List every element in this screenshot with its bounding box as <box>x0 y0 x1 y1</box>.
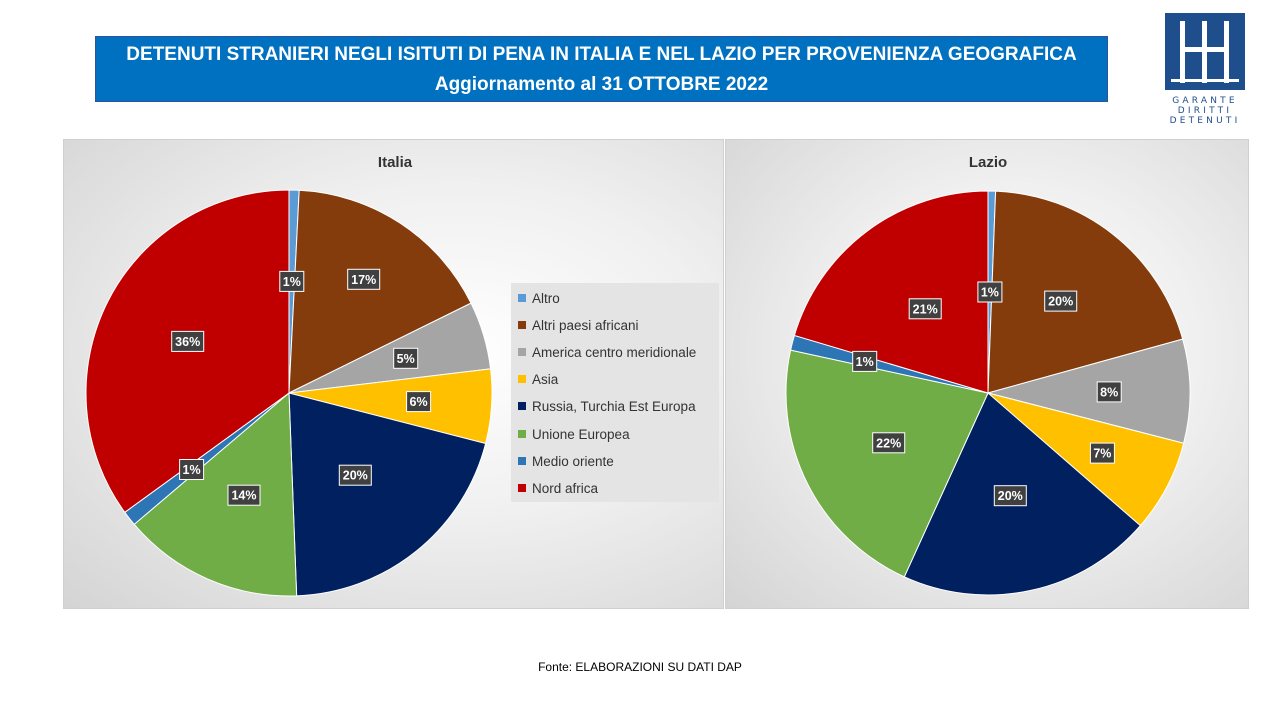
data-label-asia: 7% <box>1089 442 1115 464</box>
data-label-box <box>1089 442 1115 464</box>
legend-swatch <box>518 430 526 438</box>
legend-item-america-centro-meridionale: America centro meridionale <box>518 343 696 361</box>
data-label-text: 36% <box>175 335 200 349</box>
legend-label: Asia <box>532 371 559 387</box>
source-note: Fonte: ELABORAZIONI SU DATI DAP <box>538 660 742 674</box>
data-label-box <box>908 298 942 320</box>
legend-item-altri-paesi-africani: Altri paesi africani <box>518 316 639 334</box>
pie-slice-america-centro-meridionale <box>986 338 1191 444</box>
data-label-nord-africa: 36% <box>171 330 205 352</box>
data-label-nord-africa: 21% <box>908 298 942 320</box>
legend-label: America centro meridionale <box>532 344 697 360</box>
legend-label: Unione Europea <box>532 426 630 442</box>
data-label-text: 1% <box>183 463 201 477</box>
legend-swatch <box>518 484 526 492</box>
pie-chart-italia: Italia 1% 17% 5% 6% 20% 14% 1% 36% <box>85 154 493 597</box>
data-label-medio-oriente: 1% <box>852 350 878 372</box>
data-label-medio-oriente: 1% <box>179 459 205 480</box>
pie-slice-russia-turchia-est-europa <box>288 392 487 597</box>
data-label-text: 22% <box>876 436 901 450</box>
legend-label: Russia, Turchia Est Europa <box>532 398 696 414</box>
legend-item-asia: Asia <box>518 370 558 388</box>
data-label-text: 6% <box>410 395 428 409</box>
data-label-box <box>279 270 305 292</box>
garante-logo-mark-icon <box>1165 13 1245 90</box>
legend-swatch <box>518 375 526 383</box>
data-label-altro: 1% <box>279 270 305 292</box>
data-label-text: 8% <box>1100 385 1118 399</box>
title-banner: DETENUTI STRANIERI NEGLI ISITUTI DI PENA… <box>95 36 1108 102</box>
data-label-box <box>872 432 906 454</box>
legend-item-nord-africa: Nord africa <box>518 479 598 497</box>
legend-item-medio-oriente: Medio oriente <box>518 452 614 470</box>
data-label-text: 21% <box>913 302 938 316</box>
data-label-box <box>171 330 205 352</box>
legend-label: Altri paesi africani <box>532 317 639 333</box>
legend-label: Altro <box>532 290 560 306</box>
legend-item-altro: Altro <box>518 289 560 307</box>
data-label-america-centro-meridionale: 5% <box>393 347 419 369</box>
logo-text-diritti: DIRITTI <box>1177 106 1233 116</box>
data-label-box <box>347 268 381 290</box>
pie-slice-altri-paesi-africani <box>987 190 1184 394</box>
data-label-box <box>993 485 1027 507</box>
chart-legend: Altro Altri paesi africani America centr… <box>511 283 719 502</box>
data-label-unione-europea: 22% <box>872 432 906 454</box>
data-label-altro: 1% <box>977 281 1003 303</box>
data-label-unione-europea: 14% <box>227 484 261 506</box>
data-label-text: 1% <box>981 286 999 300</box>
pie-slices-italia <box>85 189 493 597</box>
legend-swatch <box>518 457 526 465</box>
data-label-box <box>1044 290 1078 312</box>
data-label-box <box>852 350 878 372</box>
data-label-text: 5% <box>397 352 415 366</box>
chart-panel-lazio: Lazio 1% 20% 8% 7% 20% 22% 1% 21% <box>725 139 1249 609</box>
chart-title-lazio: Lazio <box>969 154 1007 171</box>
title-line-1: DETENUTI STRANIERI NEGLI ISITUTI DI PENA… <box>126 44 1077 65</box>
chart-panel-italia: Italia 1% 17% 5% 6% 20% 14% 1% 36% Altro Altri p… <box>63 139 724 609</box>
data-label-box <box>406 391 432 413</box>
pie-slice-nord-africa <box>793 190 989 394</box>
title-line-2: Aggiornamento al 31 OTTOBRE 2022 <box>434 74 769 95</box>
pie-labels-italia: 1% 17% 5% 6% 20% 14% 1% 36% <box>171 268 432 506</box>
legend-swatch <box>518 321 526 329</box>
legend-label: Medio oriente <box>532 453 614 469</box>
data-label-text: 14% <box>231 489 256 503</box>
legend-swatch <box>518 348 526 356</box>
pie-chart-lazio: Lazio 1% 20% 8% 7% 20% 22% 1% 21% <box>785 154 1191 596</box>
legend-swatch <box>518 294 526 302</box>
pie-labels-lazio: 1% 20% 8% 7% 20% 22% 1% 21% <box>852 281 1122 507</box>
data-label-box <box>338 464 372 486</box>
data-label-text: 20% <box>343 469 368 483</box>
data-label-box <box>977 281 1003 303</box>
pie-slice-unione-europea <box>785 349 989 578</box>
data-label-box <box>227 484 261 506</box>
data-label-box <box>1096 381 1122 403</box>
pie-slice-unione-europea <box>133 391 298 597</box>
data-label-asia: 6% <box>406 391 432 413</box>
data-label-altri-paesi-africani: 17% <box>347 268 381 290</box>
data-label-box <box>179 459 205 480</box>
legend-item-russia-turchia-est-europa: Russia, Turchia Est Europa <box>518 397 696 415</box>
data-label-text: 20% <box>1048 295 1073 309</box>
legend-item-unione-europea: Unione Europea <box>518 425 630 443</box>
data-label-text: 17% <box>351 273 376 287</box>
data-label-text: 7% <box>1093 447 1111 461</box>
legend-label: Nord africa <box>532 480 599 496</box>
logo-text-garante: GARANTE <box>1172 96 1238 106</box>
data-label-altri-paesi-africani: 20% <box>1044 290 1078 312</box>
data-label-text: 1% <box>856 355 874 369</box>
data-label-text: 20% <box>998 489 1023 503</box>
legend-swatch <box>518 402 526 410</box>
data-label-text: 1% <box>283 275 301 289</box>
pie-slice-altri-paesi-africani <box>288 189 472 394</box>
data-label-america-centro-meridionale: 8% <box>1096 381 1122 403</box>
logo-text-detenuti: DETENUTI <box>1169 116 1241 126</box>
data-label-box <box>393 347 419 369</box>
data-label-russia-turchia-est-europa: 20% <box>993 485 1027 507</box>
pie-slices-lazio <box>785 190 1191 596</box>
chart-title-italia: Italia <box>378 154 413 171</box>
garante-logo: GARANTE DIRITTI DETENUTI <box>1163 13 1247 128</box>
data-label-russia-turchia-est-europa: 20% <box>338 464 372 486</box>
